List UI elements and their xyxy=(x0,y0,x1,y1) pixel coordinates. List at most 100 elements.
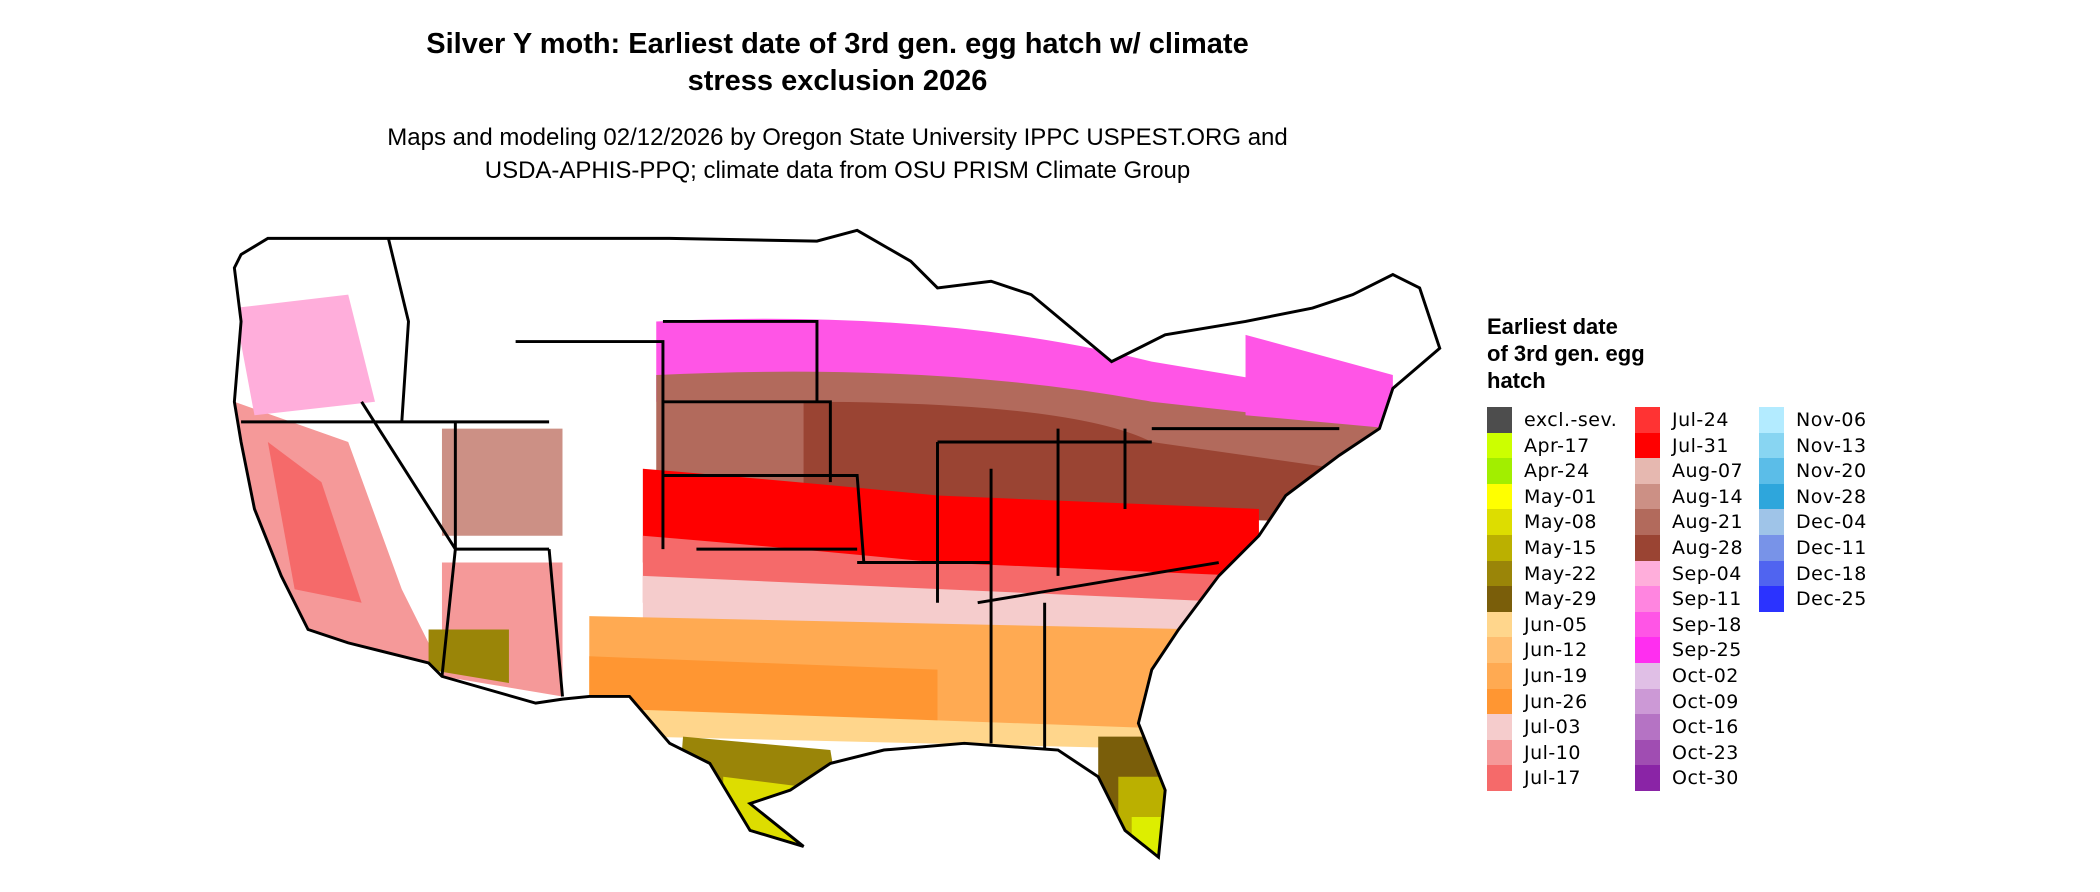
legend-label: Jul-03 xyxy=(1524,716,1581,739)
legend-swatch xyxy=(1635,560,1660,587)
map-title-line-2: stress exclusion 2026 xyxy=(687,65,988,97)
legend-item: Dec-04 xyxy=(1759,509,1899,535)
legend-swatch xyxy=(1635,714,1660,740)
legend-label: Nov-28 xyxy=(1796,485,1867,508)
legend-item: Apr-24 xyxy=(1487,458,1627,484)
legend-label: Oct-02 xyxy=(1672,665,1739,687)
legend-swatch xyxy=(1487,765,1512,791)
legend-swatch xyxy=(1759,458,1784,484)
legend-label: Aug-07 xyxy=(1672,460,1744,483)
legend-label: Jul-10 xyxy=(1524,741,1581,764)
legend-label: Jul-31 xyxy=(1672,434,1729,457)
legend-item: May-29 xyxy=(1487,586,1627,612)
legend-item: Sep-25 xyxy=(1635,637,1775,663)
legend-item: Jun-05 xyxy=(1487,611,1627,638)
legend-label: Apr-17 xyxy=(1524,434,1590,457)
legend-item: Oct-16 xyxy=(1635,714,1775,740)
legend-item: Jul-10 xyxy=(1487,739,1627,766)
legend-label: May-08 xyxy=(1524,511,1597,534)
state-boundaries xyxy=(232,228,1442,859)
legend-swatch xyxy=(1487,637,1512,663)
legend-label: Aug-28 xyxy=(1672,537,1744,559)
legend-swatch xyxy=(1487,663,1512,689)
legend-swatch xyxy=(1487,458,1512,484)
legend-swatch xyxy=(1635,535,1660,561)
legend-label: May-15 xyxy=(1524,537,1597,559)
legend-swatch xyxy=(1635,739,1660,766)
legend-label: Jun-19 xyxy=(1524,665,1588,687)
legend-item: Jul-03 xyxy=(1487,714,1627,740)
legend-item: Nov-28 xyxy=(1759,483,1899,510)
legend-swatch xyxy=(1635,586,1660,612)
map-subtitle-line-1: Maps and modeling 02/12/2026 by Oregon S… xyxy=(387,124,1288,151)
legend-swatch xyxy=(1759,509,1784,535)
legend-label: Nov-13 xyxy=(1796,434,1867,457)
legend-item: Apr-17 xyxy=(1487,432,1627,459)
legend-swatch xyxy=(1759,432,1784,459)
legend-swatch xyxy=(1487,432,1512,459)
legend-swatch xyxy=(1635,407,1660,433)
legend-item: Oct-09 xyxy=(1635,688,1775,715)
legend-swatch xyxy=(1487,483,1512,510)
legend-label: Oct-30 xyxy=(1672,767,1739,790)
legend-item: May-15 xyxy=(1487,535,1627,561)
legend-swatch xyxy=(1487,739,1512,766)
legend-item: Sep-11 xyxy=(1635,586,1775,612)
legend-item: Nov-13 xyxy=(1759,432,1899,459)
legend-label: Oct-23 xyxy=(1672,741,1739,764)
legend-label: Apr-24 xyxy=(1524,460,1590,483)
legend-item: May-01 xyxy=(1487,483,1627,510)
legend-swatch xyxy=(1759,560,1784,587)
legend-item: Aug-28 xyxy=(1635,535,1775,561)
legend-label: Nov-20 xyxy=(1796,460,1867,483)
legend-label: Jul-24 xyxy=(1672,409,1729,431)
legend-swatch xyxy=(1759,483,1784,510)
legend-item: Oct-02 xyxy=(1635,663,1775,689)
legend-swatch xyxy=(1487,688,1512,715)
legend-swatch xyxy=(1635,483,1660,510)
legend-swatch xyxy=(1635,432,1660,459)
legend-swatch xyxy=(1487,714,1512,740)
legend-label: May-22 xyxy=(1524,562,1597,585)
legend-item: Jun-19 xyxy=(1487,663,1627,689)
legend-swatch xyxy=(1487,535,1512,561)
legend-title-line-2: of 3rd gen. egg xyxy=(1487,341,1645,366)
legend-label: Nov-06 xyxy=(1796,409,1867,431)
legend-label: Dec-25 xyxy=(1796,588,1867,611)
legend-label: Sep-11 xyxy=(1672,588,1742,611)
legend-item: Sep-04 xyxy=(1635,560,1775,587)
legend-item: Aug-14 xyxy=(1635,483,1775,510)
legend-item: Jul-31 xyxy=(1635,432,1775,459)
map-subtitle: Maps and modeling 02/12/2026 by Oregon S… xyxy=(240,121,1435,187)
legend-item: Jun-12 xyxy=(1487,637,1627,663)
legend-item: excl.-sev. xyxy=(1487,407,1627,433)
legend-swatch xyxy=(1635,765,1660,791)
legend-item: Sep-18 xyxy=(1635,611,1775,638)
map-subtitle-line-2: USDA-APHIS-PPQ; climate data from OSU PR… xyxy=(484,157,1191,184)
legend-label: Dec-18 xyxy=(1796,562,1867,585)
legend-label: Jun-05 xyxy=(1524,613,1588,636)
legend-swatch xyxy=(1487,509,1512,535)
legend-swatch xyxy=(1635,458,1660,484)
legend-label: Jul-17 xyxy=(1524,767,1581,790)
legend-label: Oct-09 xyxy=(1672,690,1739,713)
legend-label: Sep-18 xyxy=(1672,613,1742,636)
legend-label: Jun-12 xyxy=(1524,639,1588,662)
legend-swatch xyxy=(1487,560,1512,587)
legend-label: May-29 xyxy=(1524,588,1597,611)
legend-swatch xyxy=(1487,407,1512,433)
legend-label: Sep-25 xyxy=(1672,639,1742,662)
legend-label: Aug-21 xyxy=(1672,511,1744,534)
legend-item: Aug-07 xyxy=(1635,458,1775,484)
legend-title-line-1: Earliest date xyxy=(1487,314,1618,339)
legend-item: Oct-30 xyxy=(1635,765,1775,791)
map-title: Silver Y moth: Earliest date of 3rd gen.… xyxy=(240,26,1435,100)
legend-item: Dec-11 xyxy=(1759,535,1899,561)
legend-swatch xyxy=(1635,509,1660,535)
legend-item: May-08 xyxy=(1487,509,1627,535)
legend-item: Aug-21 xyxy=(1635,509,1775,535)
legend-label: excl.-sev. xyxy=(1524,409,1618,431)
legend-item: May-22 xyxy=(1487,560,1627,587)
hatch-date-raster xyxy=(234,230,1440,858)
